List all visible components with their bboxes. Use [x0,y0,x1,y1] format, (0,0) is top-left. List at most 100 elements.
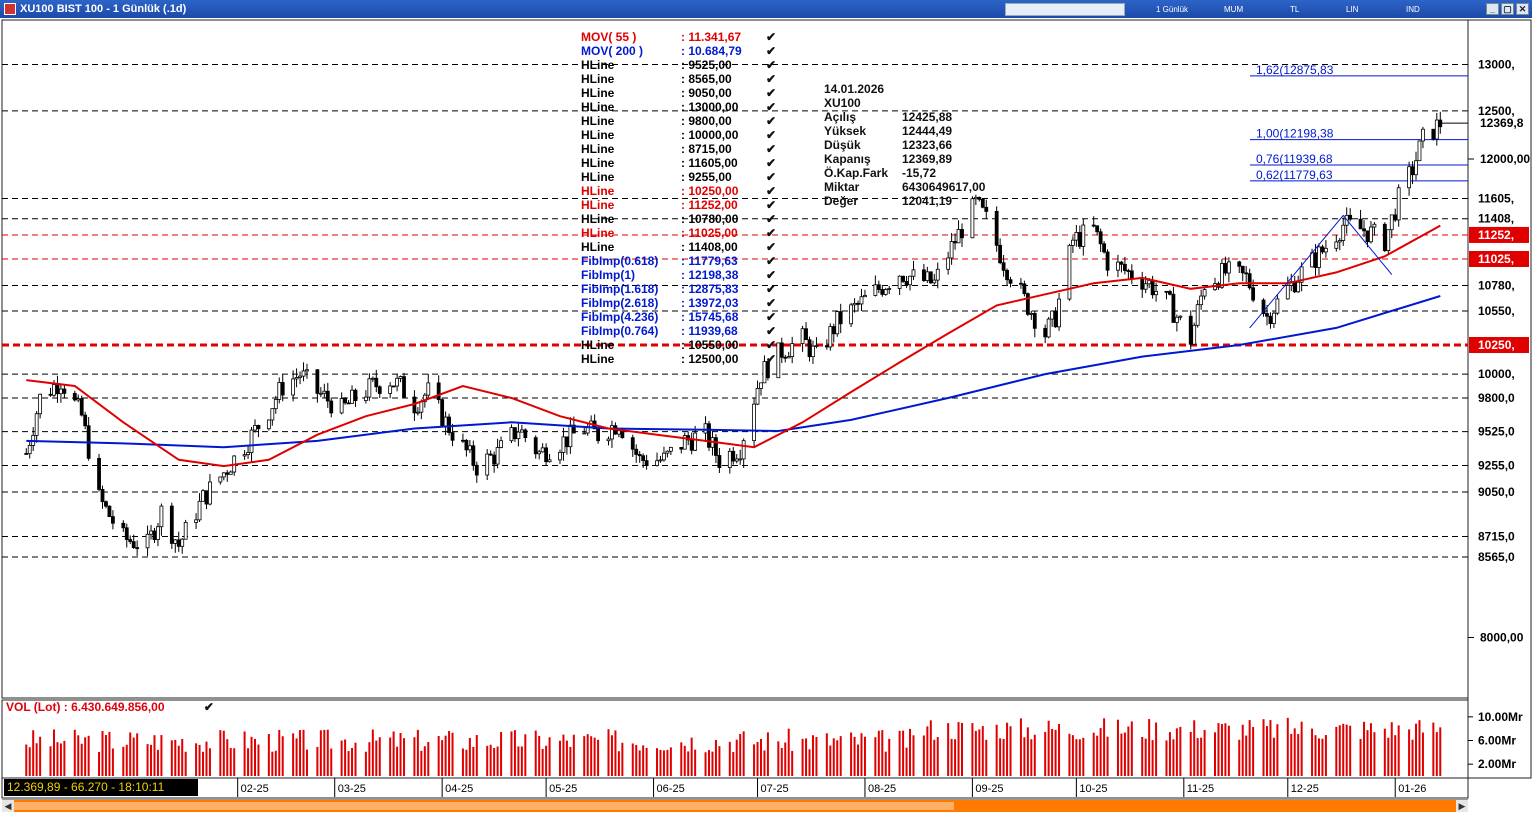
candle-body [1292,281,1297,293]
volume-label: VOL (Lot) [6,700,61,714]
legend-visible-check-icon[interactable]: ✔ [766,296,777,310]
candle-body [325,390,330,402]
candle-body [474,464,479,476]
legend-name: HLine [581,142,615,156]
candle-body [249,429,254,453]
volume-bar [981,726,984,776]
volume-bar [520,746,523,776]
legend-visible-check-icon[interactable]: ✔ [766,100,777,114]
scroll-right-icon[interactable]: ▶ [1456,800,1468,812]
candle-body [208,481,212,505]
legend-visible-check-icon[interactable]: ✔ [766,352,777,366]
volume-bar [656,748,659,776]
legend-visible-check-icon[interactable]: ✔ [766,156,777,170]
legend-value: : 11779,63 [681,254,738,268]
volume-bar [902,730,905,776]
horizontal-scrollbar[interactable]: ◀ ▶ [2,799,1468,812]
candle-body [242,454,247,457]
volume-bar [98,751,101,776]
chart-type-selector[interactable]: MUM [1224,5,1244,14]
candle-body [596,428,601,442]
legend-visible-check-icon[interactable]: ✔ [766,212,777,226]
candle-body [315,369,320,394]
legend-visible-check-icon[interactable]: ✔ [766,268,777,282]
close-button[interactable]: ✕ [1516,3,1529,15]
volume-bar [811,735,814,776]
candle-body [759,382,763,389]
volume-bar [590,736,593,776]
candle-body [856,302,860,305]
volume-bar [1421,732,1424,776]
toolbar-icons[interactable] [1005,3,1125,16]
scrollbar-track[interactable] [14,802,954,810]
volume-bar [281,736,284,776]
candle-body [1216,283,1221,288]
candle-body [994,211,999,246]
legend-visible-check-icon[interactable]: ✔ [766,254,777,268]
volume-bar [1058,724,1061,776]
legend-visible-check-icon[interactable]: ✔ [766,226,777,240]
candle-body [1178,315,1183,318]
volume-bar [226,739,229,776]
period-selector[interactable]: 1 Günlük [1156,5,1189,14]
volume-bar [170,740,173,776]
legend-visible-check-icon[interactable]: ✔ [766,198,777,212]
volume-bar [1214,732,1217,776]
legend-visible-check-icon[interactable]: ✔ [766,30,777,44]
candle-body [169,505,174,544]
legend-row: MOV( 200 ): 10.684,79 ✔ [581,44,782,58]
volume-bar [1106,736,1109,776]
volume-bar [52,729,55,776]
volume-bar [247,748,250,776]
candle-body [1067,244,1072,300]
candle-body [800,328,805,344]
candle-body [55,384,60,395]
scale-selector[interactable]: LIN [1346,5,1359,14]
volume-bar [219,730,222,776]
legend-row: HLine: 9255,00 ✔ [581,170,782,184]
candle-body [714,437,718,456]
legend-visible-check-icon[interactable]: ✔ [766,142,777,156]
volume-bar [1290,733,1293,776]
legend-name: HLine [581,198,615,212]
legend-visible-check-icon[interactable]: ✔ [766,240,777,254]
candle-body [738,458,743,461]
candle-body [752,403,756,442]
legend-visible-check-icon[interactable]: ✔ [766,114,777,128]
candle-body [492,454,497,465]
legend-visible-check-icon[interactable]: ✔ [766,324,777,338]
candle-body [353,389,358,402]
candle-body [291,378,296,396]
candle-body [402,376,406,398]
legend-visible-check-icon[interactable]: ✔ [766,128,777,142]
legend-visible-check-icon[interactable]: ✔ [766,184,777,198]
indicator-selector[interactable]: IND [1406,5,1420,14]
candle-body [1410,166,1415,176]
legend-visible-check-icon[interactable]: ✔ [766,86,777,100]
legend-visible-check-icon[interactable]: ✔ [766,282,777,296]
candle-body [419,401,424,413]
scroll-left-icon[interactable]: ◀ [2,800,14,812]
candle-body [707,423,711,448]
maximize-button[interactable]: ▢ [1501,3,1514,15]
legend-visible-check-icon[interactable]: ✔ [766,338,777,352]
legend-row: FibImp(1): 12198,38 ✔ [581,268,782,282]
volume-bar [586,734,589,776]
candle-body [804,328,808,341]
candle-body [1143,283,1148,290]
legend-visible-check-icon[interactable]: ✔ [766,310,777,324]
candle-body [1414,160,1418,176]
legend-visible-check-icon[interactable]: ✔ [766,58,777,72]
legend-visible-check-icon[interactable]: ✔ [766,72,777,86]
volume-bar [267,734,270,776]
minimize-button[interactable]: _ [1486,3,1499,15]
info-row: Kapanış 12369,89 [824,152,985,166]
candle-body [1382,223,1387,251]
candle-body [873,284,878,296]
candle-body [426,382,431,396]
legend-visible-check-icon[interactable]: ✔ [766,44,777,58]
volume-bar [534,730,537,776]
currency-selector[interactable]: TL [1290,5,1300,14]
legend-visible-check-icon[interactable]: ✔ [766,170,777,184]
legend-value: : 12198,38 [681,268,739,282]
